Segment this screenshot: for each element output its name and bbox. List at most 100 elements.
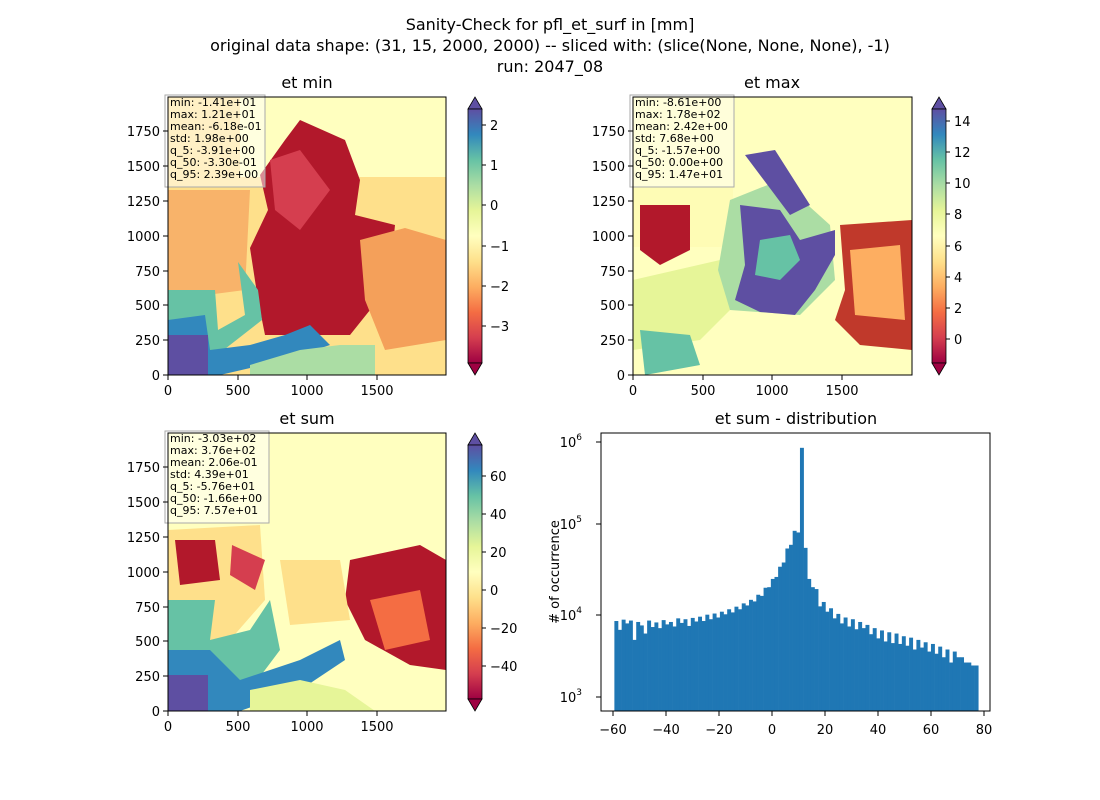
histogram-bar <box>763 587 768 711</box>
colorbar-tick-label: 10 <box>954 177 971 192</box>
histogram-bar <box>923 642 928 711</box>
x-tick-label: −40 <box>652 723 679 738</box>
histogram-bar <box>734 606 739 711</box>
y-tick-label: 250 <box>135 670 160 685</box>
x-tick-label: −60 <box>599 723 626 738</box>
histogram-bar <box>705 614 710 711</box>
colorbar-tick-label: 4 <box>954 271 962 286</box>
colorbar: 60 40 20 0 −20 −40 <box>467 432 517 712</box>
histogram-bar <box>687 625 692 711</box>
stats-box: min: -8.61e+00 max: 1.78e+02 mean: 2.42e… <box>629 94 735 188</box>
histogram-bar <box>843 617 848 711</box>
histogram-bar <box>701 621 706 711</box>
y-tick-label: 1250 <box>127 531 160 546</box>
histogram-bar <box>869 634 874 711</box>
colorbar-tick-label: 0 <box>490 584 498 599</box>
histogram-bar <box>785 548 790 711</box>
histogram-bar <box>821 601 826 711</box>
histogram-bar <box>872 628 877 711</box>
x-tick-label: −20 <box>705 723 732 738</box>
histogram-bar <box>836 613 841 711</box>
y-tick-exponent: 4 <box>576 606 582 616</box>
colorbar-tick-label: −20 <box>490 622 517 637</box>
histogram-bar <box>920 647 924 711</box>
x-axis: 0 500 1000 1500 <box>164 375 394 399</box>
histogram-bar <box>894 633 899 711</box>
y-tick-label: 0 <box>152 369 160 384</box>
histogram-bar <box>690 617 695 711</box>
x-tick-label: 500 <box>226 384 251 399</box>
stats-line: q_5: -5.76e+01 <box>170 480 255 493</box>
y-tick-label: 1250 <box>592 195 625 210</box>
figure-title-line-1: Sanity-Check for pfl_et_surf in [mm] <box>406 15 695 35</box>
y-tick-label: 500 <box>600 299 625 314</box>
colorbar-tick-label: 40 <box>490 508 507 523</box>
panel-title: et min <box>281 73 332 92</box>
histogram-bar <box>876 638 881 711</box>
y-tick-label: 106 <box>560 433 583 451</box>
y-tick-exponent: 5 <box>576 515 582 525</box>
panel-title: et max <box>744 73 800 92</box>
histogram-bar <box>909 637 914 711</box>
histogram-bar <box>901 636 906 711</box>
stats-line: max: 1.78e+02 <box>635 108 721 121</box>
y-tick-label: 105 <box>560 515 582 533</box>
y-tick-label: 1500 <box>127 496 160 511</box>
histogram-bar <box>938 646 943 711</box>
histogram-bar <box>839 623 844 711</box>
x-tick-label: 0 <box>768 723 776 738</box>
stats-line: q_95: 1.47e+01 <box>635 168 723 181</box>
histogram-bar <box>890 643 895 711</box>
y-axis-label: # of occurrence <box>548 520 563 624</box>
colorbar-tick-label: 14 <box>954 115 971 130</box>
histogram-bar <box>665 624 670 711</box>
histogram-bar <box>858 621 863 711</box>
stats-line: q_95: 7.57e+01 <box>170 504 258 517</box>
histogram-bar <box>960 657 965 711</box>
stats-line: mean: 2.42e+00 <box>635 120 728 133</box>
histogram-bar <box>730 612 735 711</box>
histogram-bar <box>810 587 815 711</box>
histogram-bar <box>618 629 622 711</box>
histogram-bar <box>767 587 772 711</box>
x-tick-label: 1000 <box>290 384 323 399</box>
histogram-bar <box>887 632 892 711</box>
histogram-bar <box>636 621 641 711</box>
x-tick-label: 0 <box>629 384 637 399</box>
y-tick-label: 1000 <box>592 230 625 245</box>
histogram-bar <box>712 613 717 711</box>
stats-line: std: 4.39e+01 <box>170 468 249 481</box>
y-tick-label: 1750 <box>592 125 625 140</box>
x-axis: −60 −40 −20 0 20 40 60 80 <box>599 711 992 738</box>
histogram-bar <box>927 651 932 711</box>
y-tick-label: 1000 <box>127 230 160 245</box>
y-tick-label: 1500 <box>592 160 625 175</box>
y-tick-label: 750 <box>135 601 160 616</box>
stats-line: min: -3.03e+02 <box>170 432 256 445</box>
histogram-bar <box>661 620 666 711</box>
histogram-bar <box>880 630 884 711</box>
y-tick-exponent: 3 <box>576 688 582 698</box>
y-tick-label: 103 <box>560 688 582 706</box>
stats-line: min: -1.41e+01 <box>170 96 256 109</box>
histogram-bar <box>883 641 888 711</box>
panel-et-min: et min min: -1.41e+01 max: 1.21e+01 mean… <box>127 73 509 399</box>
histogram-bar <box>778 566 783 711</box>
histogram-bar <box>672 626 677 711</box>
y-tick-label: 104 <box>560 606 583 624</box>
histogram-bar <box>625 623 630 711</box>
colorbar-tick-label: 0 <box>954 333 962 348</box>
histogram-bar <box>719 611 724 711</box>
panel-et-max: et max min: -8.61e+00 max: 1.78e+02 mean… <box>592 73 971 399</box>
histogram-bar <box>825 611 830 711</box>
colorbar-tick-label: −40 <box>490 660 517 675</box>
histogram-bar <box>752 601 757 711</box>
histogram-bar <box>847 626 852 711</box>
histogram-bar <box>632 639 637 711</box>
histogram-bar <box>676 618 681 711</box>
histogram-bar <box>956 657 961 711</box>
colorbar-tick-label: 20 <box>490 546 507 561</box>
colorbar-tick-label: −3 <box>490 320 509 335</box>
histogram-bar <box>650 627 655 711</box>
y-tick-label: 1000 <box>127 566 160 581</box>
